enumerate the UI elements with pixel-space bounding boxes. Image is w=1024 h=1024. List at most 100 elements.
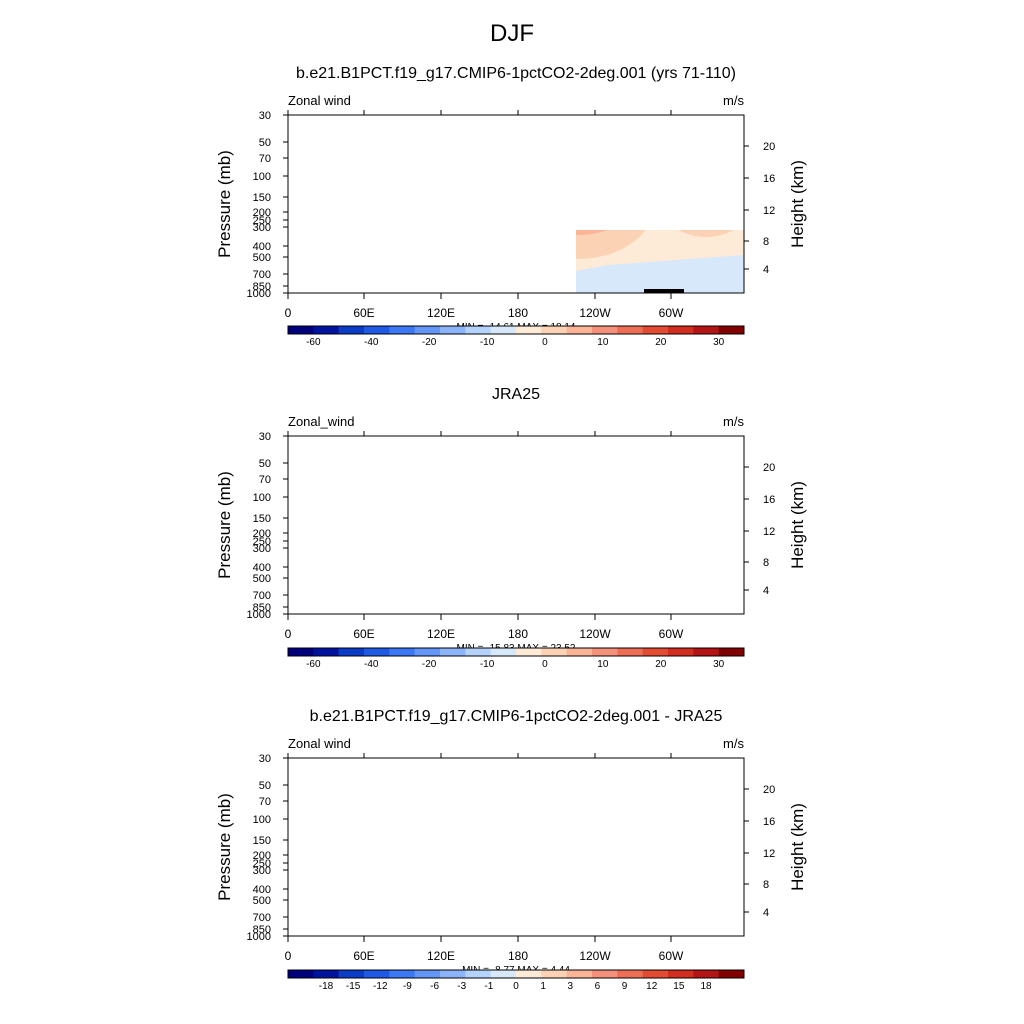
y-tick-label: 700: [253, 269, 271, 281]
contour-orange-1: [576, 230, 646, 259]
topography-mark: [430, 932, 456, 936]
colorbar-swatch: [490, 648, 517, 656]
y-tick-label: 30: [259, 753, 271, 765]
y2-tick-label: 8: [763, 557, 769, 569]
colorbar: -18 -15 -12 -9 -6 -3 -1 0 1 3 6 9 12 15 18: [287, 969, 745, 992]
colorbar-swatch: [668, 326, 694, 334]
y-tick-label: 300: [253, 865, 271, 877]
colorbar-label: 18: [700, 981, 712, 992]
topography-mark: [324, 285, 336, 293]
colorbar-swatch: [440, 648, 466, 656]
y-tick-label: 250: [253, 215, 271, 227]
y-tick-label: 1000: [247, 931, 271, 943]
colorbar-swatch: [566, 648, 593, 656]
y-tick-label: 70: [259, 153, 271, 165]
y-tick-label: 400: [253, 241, 271, 253]
y-axis-label: Pressure (mb): [215, 793, 234, 901]
contour-blue-6: [613, 456, 733, 476]
colorbar-frame: [287, 969, 745, 979]
y-tick-label: 700: [253, 912, 271, 924]
colorbar-swatch: [389, 326, 415, 334]
y-tick-label: 200: [253, 207, 271, 219]
contour-orange-9: [568, 512, 596, 532]
contour-blue-6: [570, 830, 630, 886]
colorbar-swatch: [490, 970, 517, 978]
colorbar-swatch: [516, 648, 542, 656]
field-background: [288, 758, 744, 936]
colorbar-swatch: [617, 970, 643, 978]
y-axis-label: Pressure (mb): [215, 471, 234, 579]
colorbar-label: 9: [622, 981, 628, 992]
colorbar-swatch: [338, 970, 365, 978]
topography-mark: [298, 932, 342, 936]
colorbar-swatch: [718, 326, 745, 334]
colorbar-swatch: [313, 326, 339, 334]
contour-blue-9: [348, 898, 744, 936]
colorbar-swatch: [288, 648, 314, 656]
colorbar-swatch: [338, 326, 365, 334]
topography-mark: [324, 928, 336, 936]
contour-field: [288, 169, 744, 293]
y-tick-label: 300: [253, 543, 271, 555]
colorbar: -60 -40 -20 -10 0 10 20 30: [287, 325, 745, 348]
colorbar-frame: [287, 647, 745, 657]
topography-mark: [412, 289, 422, 293]
y2-axis-label: Height (km): [788, 481, 807, 569]
colorbar-label: -9: [403, 981, 412, 992]
x-tick-label: 120W: [579, 306, 611, 320]
colorbar-label: 3: [568, 981, 574, 992]
contour-orange-3: [430, 832, 466, 884]
colorbar-label: 12: [646, 981, 658, 992]
y-tick-label: 500: [253, 573, 271, 585]
colorbar-swatch: [592, 970, 618, 978]
colorbar-swatch: [313, 970, 339, 978]
colorbar-swatch: [364, 326, 390, 334]
y2-tick-label: 16: [763, 494, 775, 506]
contour-orange-5: [534, 169, 622, 221]
colorbar-label: -12: [373, 981, 388, 992]
colorbar: -60 -40 -20 -10 0 10 20 30: [287, 647, 745, 670]
units-label: m/s: [723, 414, 744, 429]
x-tick-label: 0: [285, 949, 292, 963]
colorbar-swatch: [541, 648, 567, 656]
x-tick-label: 60E: [353, 306, 374, 320]
colorbar-label: -40: [364, 337, 379, 348]
field-label: Zonal wind: [288, 93, 351, 108]
y-tick-label: 30: [259, 431, 271, 443]
topography-mark: [644, 932, 684, 936]
contour-blue-6: [288, 277, 348, 293]
contour-orange-11: [368, 584, 508, 608]
y-tick-label: 850: [253, 281, 271, 293]
y-tick-label: 150: [253, 835, 271, 847]
colorbar-swatch: [668, 648, 694, 656]
y-tick-label: 100: [253, 814, 271, 826]
colorbar-swatch: [389, 970, 415, 978]
y2-tick-label: 20: [763, 462, 775, 474]
colorbar-swatch: [617, 648, 643, 656]
colorbar-label: -3: [457, 981, 466, 992]
y2-tick-label: 16: [763, 816, 775, 828]
colorbar-swatch: [516, 326, 542, 334]
contour-blue-1: [288, 772, 744, 820]
y-tick-label: 70: [259, 474, 271, 486]
contour-orange-7: [578, 890, 658, 926]
field-label: Zonal_wind: [288, 414, 355, 429]
colorbar-label: -60: [306, 659, 321, 670]
x-tick-label: 60W: [659, 306, 684, 320]
colorbar-label: -10: [480, 337, 495, 348]
y-tick-label: 50: [259, 458, 271, 470]
colorbar-label: 10: [597, 337, 609, 348]
colorbar-swatch: [693, 970, 719, 978]
colorbar-label: 30: [713, 337, 725, 348]
contour-blue-4: [288, 516, 348, 596]
colorbar-label: 20: [655, 337, 667, 348]
colorbar-label: 15: [673, 981, 685, 992]
colorbar-swatch: [541, 970, 567, 978]
y-tick-label: 700: [253, 590, 271, 602]
plot-frame: [287, 757, 745, 937]
colorbar-swatch: [516, 970, 542, 978]
topography-mark: [298, 289, 342, 293]
colorbar-label: -20: [422, 659, 437, 670]
